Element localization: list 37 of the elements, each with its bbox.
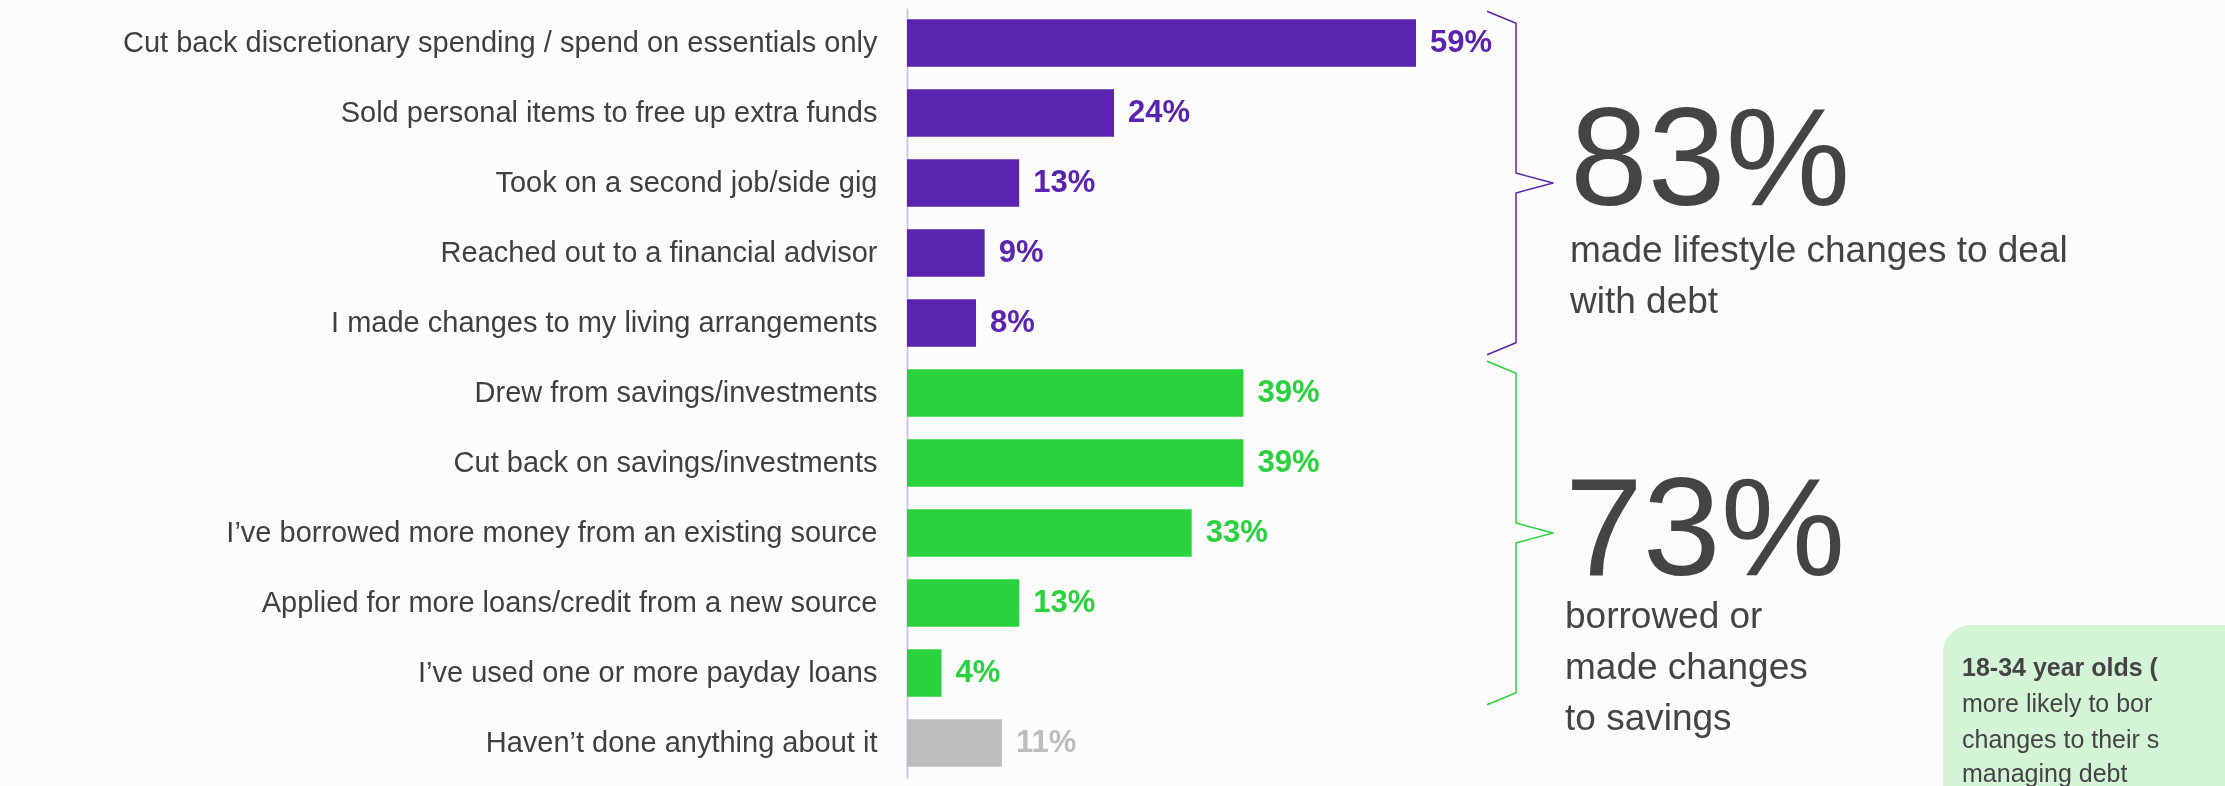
text: borrowed or made changes to savings (1565, 595, 1808, 739)
text: changes to their s (1962, 725, 2160, 753)
bar (907, 649, 942, 697)
bar (907, 579, 1020, 627)
y-tick-label: I’ve borrowed more money from an existing source (226, 516, 878, 548)
y-tick-label: Reached out to a financial advisor (440, 236, 878, 268)
y-tick-label: Cut back on savings/investments (453, 446, 878, 478)
data-label: 33% (1205, 514, 1268, 549)
bar (907, 19, 1416, 67)
bar (907, 369, 1244, 417)
bar (907, 509, 1192, 557)
bar (907, 159, 1020, 207)
text: more likely to bor (1962, 689, 2153, 717)
data-label: 13% (1033, 584, 1096, 619)
y-tick-label: I’ve used one or more payday loans (418, 656, 878, 688)
bar (907, 299, 977, 347)
data-label: 4% (955, 654, 1001, 689)
y-tick-label: Took on a second job/side gig (495, 166, 878, 198)
data-label: 9% (998, 234, 1044, 269)
bar (907, 89, 1115, 137)
data-label: 13% (1033, 164, 1096, 199)
data-label: 8% (990, 304, 1035, 339)
y-tick-label: Cut back discretionary spending / spend on essentials only (123, 26, 878, 58)
y-tick-label: Applied for more loans/credit from a new source (261, 586, 878, 618)
bar (907, 439, 1244, 487)
y-tick-label: Haven’t done anything about it (485, 726, 878, 758)
y-tick-label: Sold personal items to free up extra funds (340, 96, 878, 128)
y-tick-label: Drew from savings/investments (474, 376, 878, 408)
text: 18-34 year olds ( (1962, 653, 2159, 681)
y-tick-label: I made changes to my living arrangements (331, 306, 878, 338)
data-label: 39% (1257, 374, 1320, 409)
data-label: 24% (1128, 94, 1191, 129)
bar (907, 229, 985, 277)
data-label: 59% (1430, 24, 1493, 59)
bar (907, 719, 1002, 767)
data-label: 11% (1015, 724, 1077, 759)
data-label: 39% (1257, 444, 1320, 479)
